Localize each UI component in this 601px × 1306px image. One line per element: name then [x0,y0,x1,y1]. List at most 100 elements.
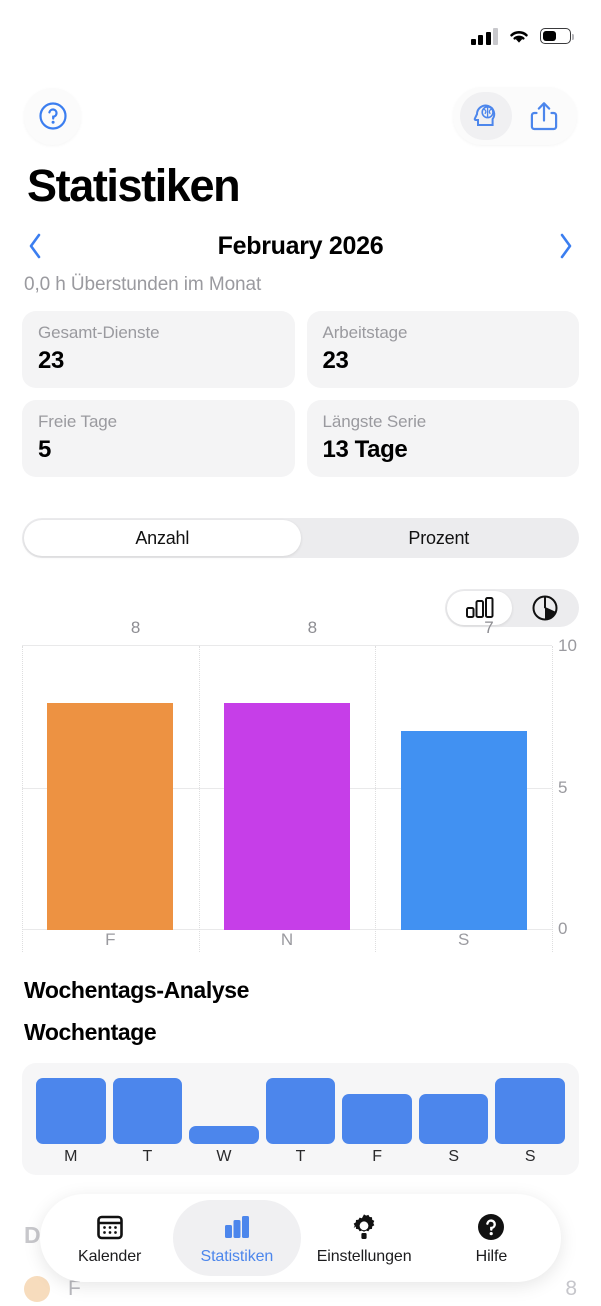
weekday-column-wed[interactable]: W [189,1126,259,1167]
gear-icon [349,1211,379,1243]
chevron-left-icon [29,233,41,259]
chart-plot-area: 8 8 7 [22,618,553,952]
share-button[interactable] [518,92,570,140]
pie-chart-toggle-button[interactable] [512,591,577,625]
stat-card-total-shifts[interactable]: Gesamt-Dienste 23 [22,311,295,388]
stat-card-grid: Gesamt-Dienste 23 Arbeitstage 23 Freie T… [22,311,579,477]
weekday-label: S [448,1148,460,1165]
segment-prozent[interactable]: Prozent [408,527,470,548]
stat-card-label: Gesamt-Dienste [38,323,160,342]
status-bar [0,0,601,72]
question-mark-circle-filled-icon [476,1211,506,1243]
bar-chart-toggle-button[interactable] [447,591,512,625]
y-tick-label: 5 [558,778,568,797]
y-tick-label: 0 [558,919,568,938]
bar-chart-icon [221,1211,253,1243]
chevron-right-icon [560,233,572,259]
brain-head-icon [473,104,496,126]
x-tick-label: F [105,930,116,949]
weekday-column-sun[interactable]: S [495,1078,566,1167]
bar-column-s[interactable]: 7 [375,618,552,930]
weekday-bar [418,1094,489,1144]
prev-month-button[interactable] [18,229,52,263]
bar-value-label: 8 [307,618,318,637]
help-button[interactable] [24,87,81,145]
weekday-analysis-heading: Wochentags-Analyse [24,977,249,1003]
weekday-bar [495,1078,566,1144]
bottom-tab-bar: Kalender Statistiken Einstellungen [40,1194,561,1282]
overtime-subtitle: 0,0 h Überstunden im Monat [24,274,262,295]
weekday-bar [342,1094,412,1144]
next-month-button[interactable] [549,229,583,263]
tab-label: Hilfe [475,1247,508,1265]
detail-row[interactable]: F 8 [24,1272,577,1306]
weekday-column-sat[interactable]: S [418,1094,489,1167]
weekday-label: W [216,1148,232,1165]
vertical-gridline [22,646,23,952]
tab-einstellungen[interactable]: Einstellungen [301,1200,428,1276]
weekday-bar [36,1078,106,1144]
battery-icon [540,28,574,44]
tab-kalender[interactable]: Kalender [46,1200,173,1276]
shift-type-bar-chart: 8 8 7 [22,618,553,952]
weekday-label: T [142,1148,153,1165]
stat-card-free-days[interactable]: Freie Tage 5 [22,400,295,477]
weekday-column-mon[interactable]: M [36,1078,106,1167]
x-tick-label: S [458,930,470,949]
weekday-column-thu[interactable]: T [265,1078,336,1167]
month-navigator: February 2026 [18,228,583,264]
weekday-bar [265,1078,336,1144]
chart-type-toggle [445,589,579,627]
weekday-column-fri[interactable]: F [342,1094,412,1167]
weekday-bar-chart: M T W T F S S [22,1063,579,1175]
weekday-bar [112,1078,183,1144]
weekdays-subheading: Wochentage [24,1019,157,1045]
weekday-label: M [64,1148,78,1165]
weekday-column-tue[interactable]: T [112,1078,183,1167]
tab-label: Statistiken [200,1247,274,1265]
top-action-bar [0,86,601,146]
cellular-signal-icon [470,27,498,45]
y-tick-label: 10 [558,636,577,655]
bar-value-label: 8 [130,618,141,637]
bar-value-label: 7 [484,618,494,637]
page-title: Statistiken [27,160,241,211]
stat-card-value: 5 [38,436,51,463]
weekday-label: F [372,1148,382,1165]
chart-x-axis-labels: F N S [22,930,552,950]
vertical-gridline [552,646,553,952]
wifi-icon [507,27,531,45]
detail-row-name: F [68,1277,81,1300]
bar-n: 8 [224,618,350,930]
question-mark-circle-icon [38,102,67,130]
bar-f: 8 [47,618,174,930]
bar-chart-icon [465,597,493,618]
stat-card-value: 13 Tage [322,436,408,463]
x-tick-label: N [280,930,294,949]
stat-card-longest-streak[interactable]: Längste Serie 13 Tage [306,400,579,477]
calendar-icon [95,1211,125,1243]
bar-column-f[interactable]: 8 [22,618,199,930]
bar-column-n[interactable]: 8 [199,618,376,930]
action-button-group [453,87,577,145]
stat-card-value: 23 [322,347,349,374]
stat-card-label: Arbeitstage [322,323,408,342]
current-month-label: February 2026 [217,231,384,260]
share-upload-icon [530,102,558,131]
tab-statistiken[interactable]: Statistiken [173,1200,301,1276]
insights-button[interactable] [460,92,512,140]
stat-card-workdays[interactable]: Arbeitstage 23 [306,311,579,388]
weekday-label: S [524,1148,536,1165]
weekday-bar [189,1126,259,1144]
tab-label: Kalender [78,1247,142,1265]
bar-group: 8 8 7 [22,618,552,930]
stat-card-value: 23 [38,347,64,374]
vertical-gridline [375,646,377,952]
detail-row-count: 8 [565,1277,577,1300]
segment-anzahl[interactable]: Anzahl [24,520,301,556]
tab-hilfe[interactable]: Hilfe [428,1200,555,1276]
count-percent-segmented-control: Anzahl Prozent [22,518,579,558]
vertical-gridline [198,646,200,952]
bar-s: 7 [400,618,527,930]
